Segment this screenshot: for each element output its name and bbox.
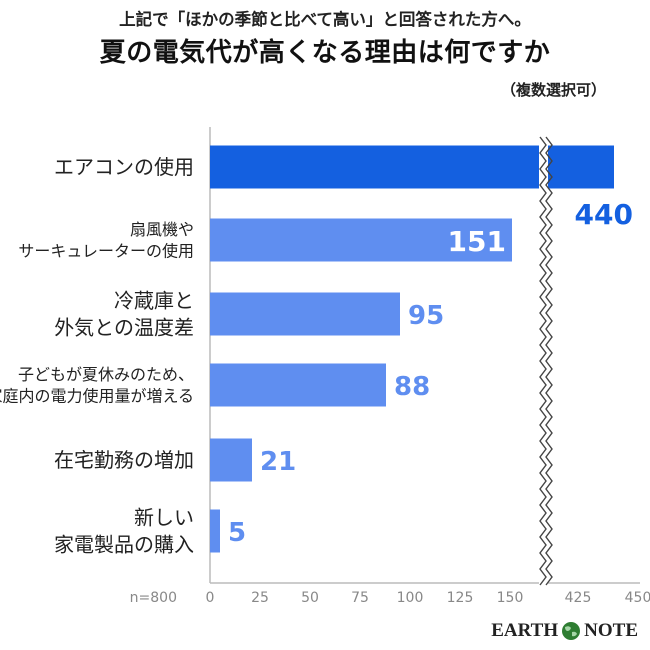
bar-2: [210, 292, 400, 336]
brand-right-text: NOTE: [584, 620, 638, 641]
x-tick-125: 125: [447, 590, 474, 606]
category-label-1-1: サーキュレーターの使用: [18, 241, 194, 260]
globe-icon: [562, 622, 581, 640]
data-label-5: 5: [228, 518, 246, 548]
sample-size-label: n=800: [130, 590, 177, 606]
category-label-2-0: 冷蔵庫と: [114, 289, 194, 313]
x-tick-25: 25: [251, 590, 269, 606]
multiple-choice-note: （複数選択可）: [500, 81, 606, 99]
category-label-5-0: 新しい: [134, 506, 194, 530]
bar-5: [210, 509, 220, 553]
x-tick-425: 425: [565, 590, 592, 606]
category-label-5-1: 家電製品の購入: [54, 533, 194, 557]
data-label-3: 88: [394, 372, 430, 402]
category-label-0-0: エアコンの使用: [54, 155, 194, 179]
data-label-1: 151: [448, 225, 506, 258]
earth-note-logo: EARTH NOTE: [491, 620, 638, 642]
x-tick-75: 75: [351, 590, 369, 606]
axis-break-wave-left: [539, 136, 547, 586]
x-tick-450: 450: [625, 590, 650, 606]
chart-subtitle: 上記で「ほかの季節と比べて高い」と回答された方へ。: [119, 10, 531, 29]
category-label-2-1: 外気との温度差: [54, 316, 194, 340]
category-label-3-0: 子どもが夏休みのため、: [18, 365, 194, 384]
bar-4: [210, 438, 252, 482]
x-tick-100: 100: [397, 590, 424, 606]
data-label-2: 95: [408, 301, 444, 331]
axis-break-gap: [539, 135, 548, 591]
bar-1: [210, 218, 512, 262]
category-label-3-1: 家庭内の電力使用量が増える: [0, 386, 194, 405]
x-tick-0: 0: [206, 590, 215, 606]
brand-left-text: EARTH: [491, 620, 559, 641]
data-label-0: 440: [575, 198, 633, 231]
data-label-4: 21: [260, 447, 296, 477]
category-label-4-0: 在宅勤務の増加: [54, 448, 194, 472]
bar-3: [210, 363, 386, 407]
chart-title: 夏の電気代が高くなる理由は何ですか: [99, 38, 551, 68]
category-label-1-0: 扇風機や: [130, 220, 194, 239]
x-tick-150: 150: [497, 590, 524, 606]
bar-0: [210, 145, 614, 189]
axis-break-wave-right: [545, 136, 553, 586]
x-tick-50: 50: [301, 590, 319, 606]
